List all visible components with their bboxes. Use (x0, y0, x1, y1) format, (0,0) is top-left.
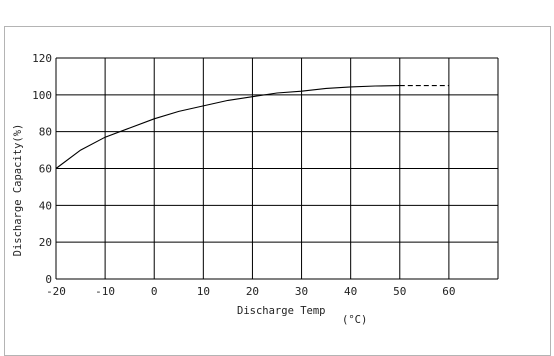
y-tick-label: 40 (39, 199, 52, 212)
y-axis-label: Discharge Capacity(%) (12, 124, 24, 257)
series-group (55, 85, 449, 169)
x-tick-label: -10 (95, 285, 115, 298)
x-tick-label: 50 (393, 285, 406, 298)
x-tick-label: 0 (151, 285, 158, 298)
tick-labels: -20 -10 0 10 20 30 40 50 60 0 20 40 60 80 100 120 (32, 52, 455, 298)
x-tick-label: 60 (442, 285, 455, 298)
y-tick-label: 100 (32, 89, 52, 102)
y-tick-label: 20 (39, 236, 52, 249)
x-tick-label: -20 (46, 285, 66, 298)
discharge-capacity-chart: -20 -10 0 10 20 30 40 50 60 0 20 40 60 80 100 120 Disch… (12, 52, 499, 326)
y-tick-label: 60 (39, 163, 52, 176)
series-line (55, 85, 400, 169)
y-tick-label: 80 (39, 126, 52, 139)
x-axis-label: Discharge Temp (237, 305, 326, 317)
y-tick-label: 120 (32, 52, 52, 65)
x-tick-label: 20 (246, 285, 259, 298)
grid (55, 57, 499, 280)
x-tick-label: 10 (197, 285, 210, 298)
x-tick-label: 30 (295, 285, 308, 298)
x-tick-label: 40 (344, 285, 357, 298)
y-tick-label: 0 (45, 273, 52, 286)
x-axis-unit: (°C) (342, 314, 367, 326)
